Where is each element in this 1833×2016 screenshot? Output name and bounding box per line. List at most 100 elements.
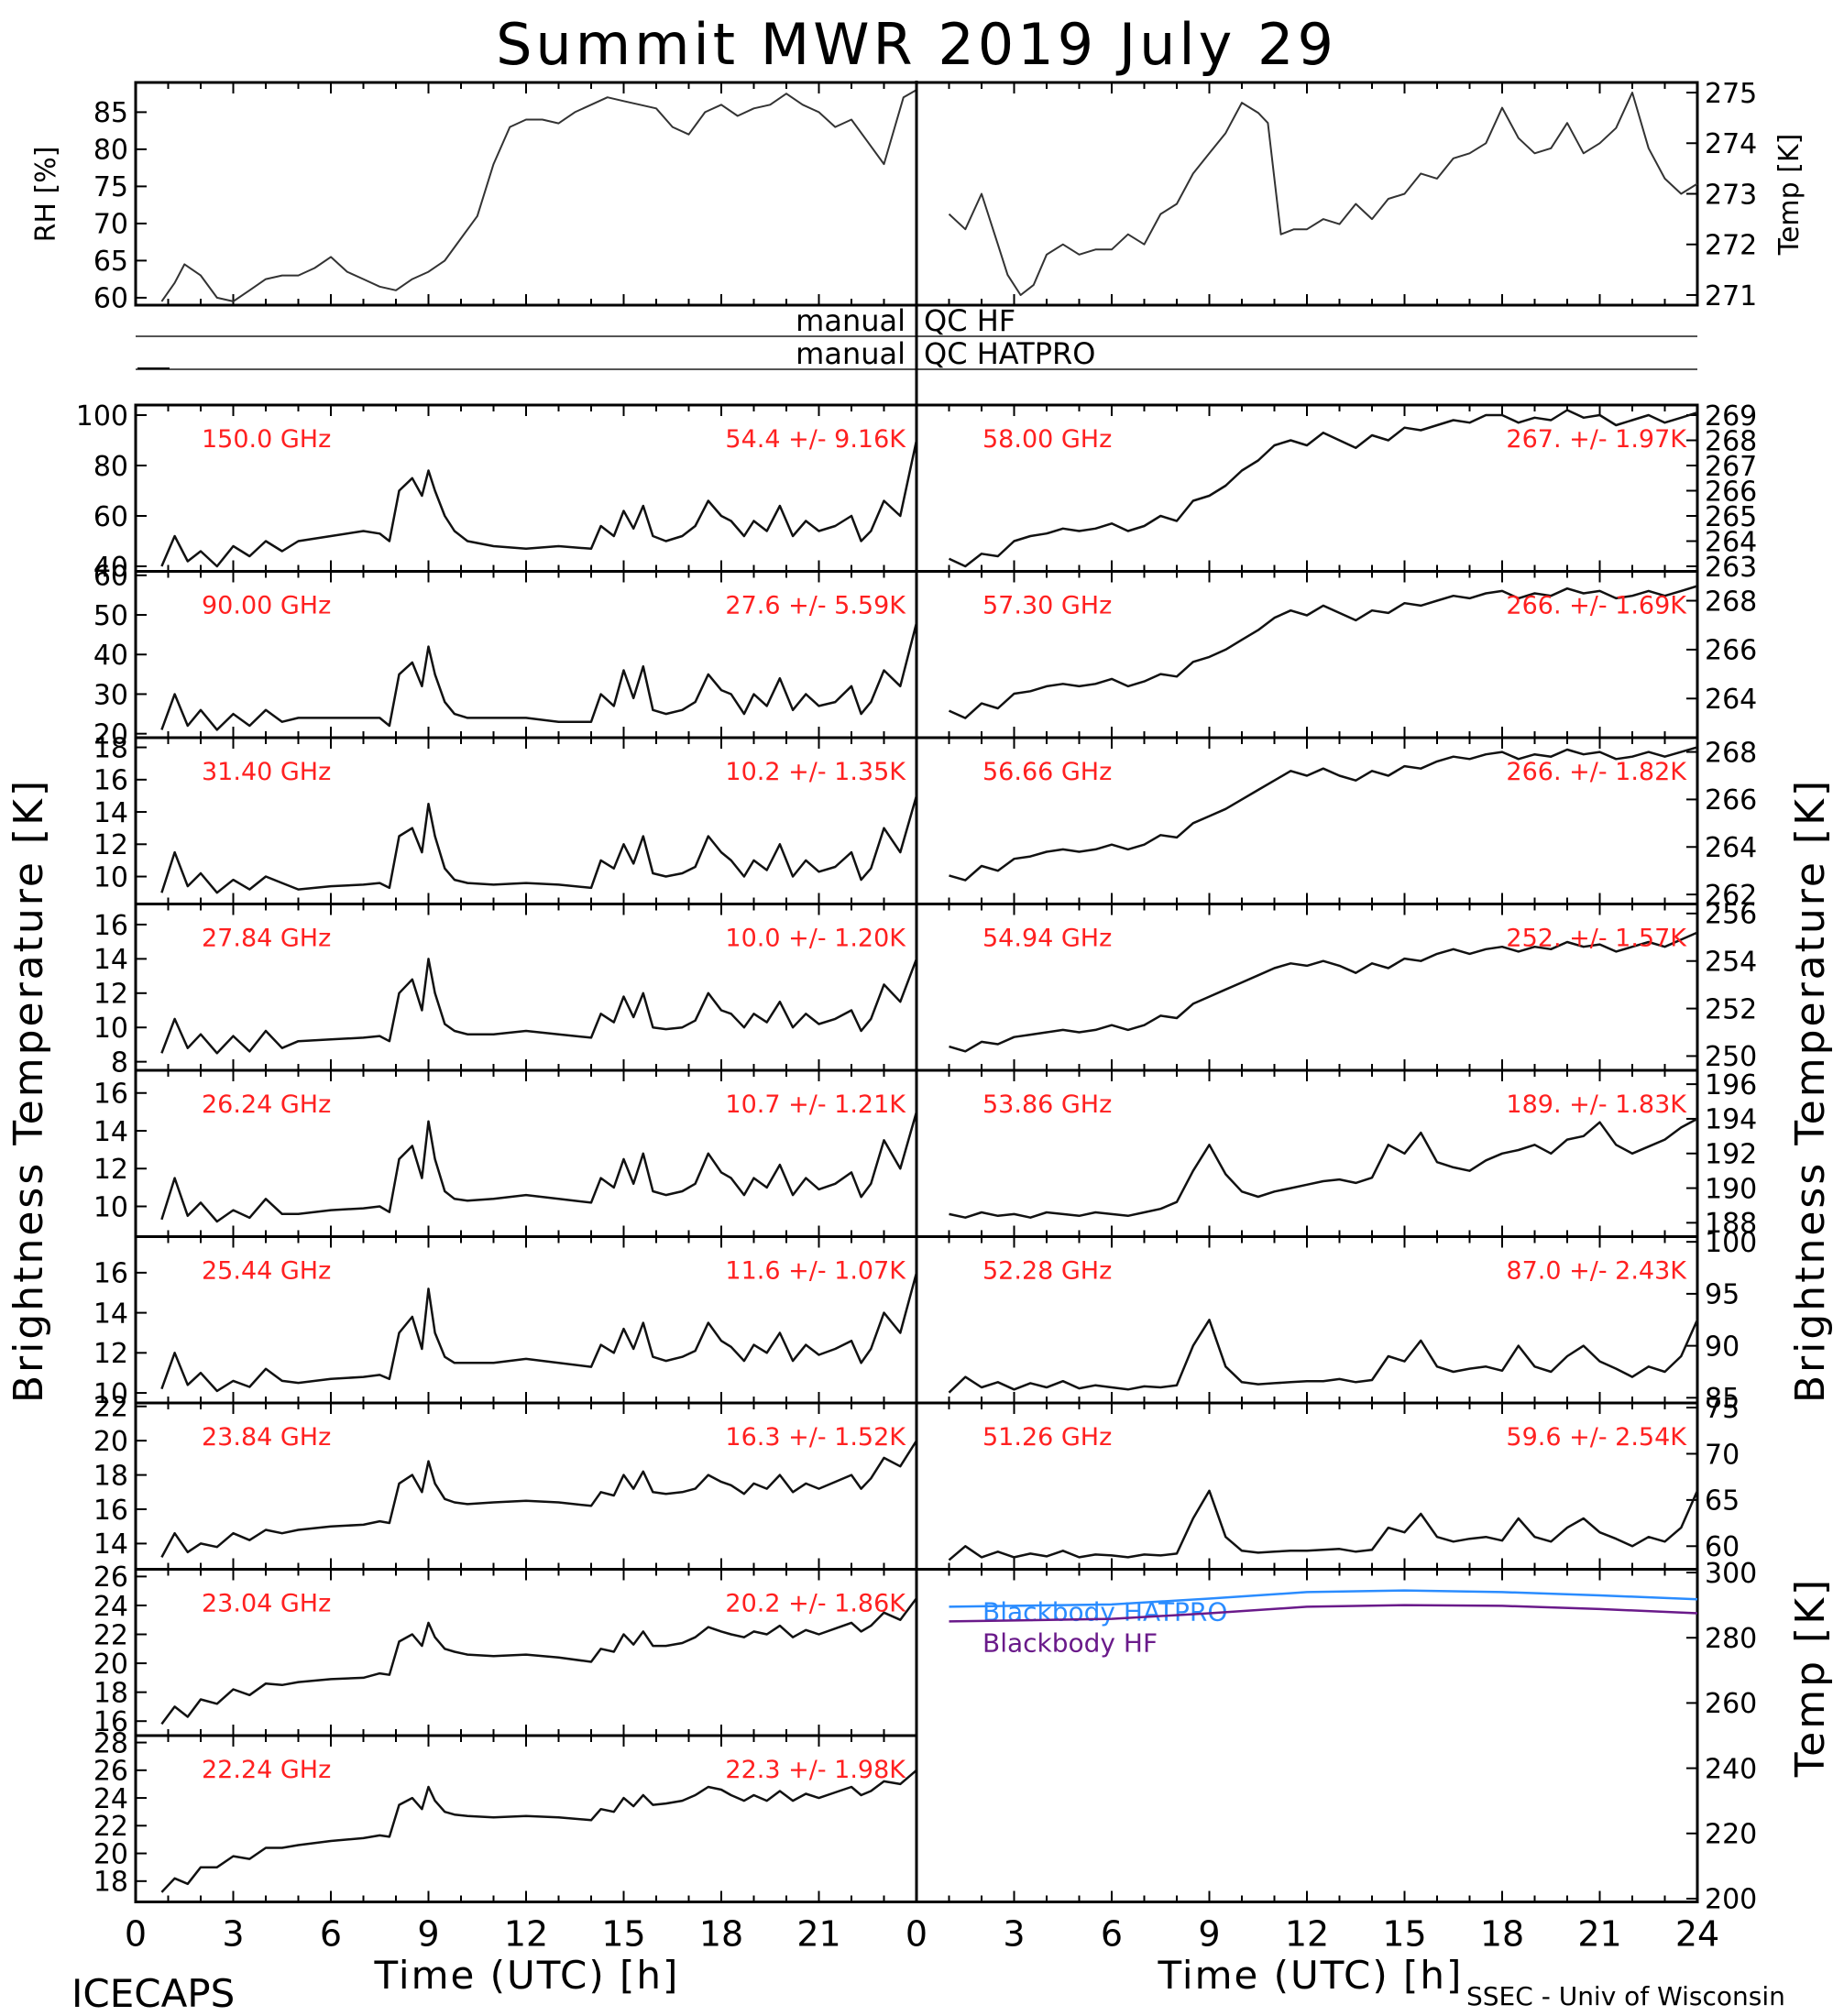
y-tick-label: 268 bbox=[1705, 425, 1757, 457]
bt-series bbox=[160, 958, 918, 1055]
y-tick-label: 194 bbox=[1705, 1104, 1757, 1136]
stat-label: 22.3 +/- 1.98K bbox=[725, 1756, 906, 1784]
y-tick-label: 14 bbox=[93, 944, 128, 976]
legend-entry: Blackbody HATPRO bbox=[982, 1597, 1227, 1627]
y-tick-label: 220 bbox=[1705, 1819, 1757, 1851]
y-tick-label: 14 bbox=[93, 1528, 128, 1561]
y-tick-label: 250 bbox=[1705, 1041, 1757, 1073]
y-tick-label: 60 bbox=[93, 501, 128, 533]
blackbody-series bbox=[949, 1604, 1698, 1623]
stat-label: 11.6 +/- 1.07K bbox=[725, 1257, 906, 1286]
y-tick-label: 20 bbox=[93, 718, 128, 751]
bt-panel: 20 30 40 50 60 90.00 GHz 27.6 +/- 5.59K bbox=[93, 561, 918, 751]
bt-panel: 85 90 95 100 52.28 GHz 87.0 +/- 2.43K bbox=[915, 1227, 1757, 1415]
stat-label: 266. +/- 1.82K bbox=[1506, 758, 1687, 786]
bt-panel: 60 65 70 75 51.26 GHz 59.6 +/- 2.54K bbox=[915, 1393, 1740, 1571]
xlabel-right: Time (UTC) [h] bbox=[1158, 1953, 1464, 1998]
bt-series bbox=[948, 409, 1698, 568]
bt-series bbox=[160, 1597, 917, 1726]
frequency-label: 53.86 GHz bbox=[982, 1090, 1112, 1119]
temp-series bbox=[948, 92, 1698, 296]
y-tick-label: 252 bbox=[1705, 993, 1757, 1025]
y-tick-label: 16 bbox=[93, 1495, 128, 1527]
bt-series bbox=[160, 1440, 918, 1558]
ylabel-blackbody: Temp [K] bbox=[1787, 1577, 1833, 1778]
y-tick-label: 24 bbox=[93, 1783, 128, 1815]
rh-series bbox=[160, 89, 917, 302]
x-tick-label: 21 bbox=[1577, 1914, 1621, 1955]
y-tick-label: 30 bbox=[93, 679, 128, 711]
frequency-label: 54.94 GHz bbox=[982, 925, 1112, 953]
y-tick-label: 14 bbox=[93, 797, 128, 829]
y-tick-label: 10 bbox=[93, 1378, 128, 1410]
stat-label: 20.2 +/- 1.86K bbox=[725, 1590, 906, 1618]
qc-row-label-left: manual bbox=[796, 336, 906, 371]
qc-row-label-right: QC HF bbox=[924, 303, 1015, 338]
x-tick-label: 12 bbox=[504, 1914, 548, 1955]
stat-label: 16.3 +/- 1.52K bbox=[725, 1423, 906, 1452]
y-tick-label: 254 bbox=[1705, 947, 1757, 979]
y-tick-label: 26 bbox=[93, 1756, 128, 1788]
x-tick-label: 15 bbox=[1382, 1914, 1426, 1955]
stat-label: 10.7 +/- 1.21K bbox=[725, 1090, 906, 1119]
y-tick-label: 70 bbox=[93, 209, 128, 241]
bt-series bbox=[949, 746, 1698, 882]
y-tick-label: 22 bbox=[93, 1811, 128, 1843]
y-tick-label: 263 bbox=[1705, 552, 1757, 584]
y-tick-label: 240 bbox=[1705, 1753, 1757, 1785]
y-tick-label: 60 bbox=[1705, 1531, 1740, 1563]
y-tick-label: 16 bbox=[93, 1258, 128, 1290]
bt-panel: 10 12 14 16 26.24 GHz 10.7 +/- 1.21K bbox=[93, 1068, 918, 1238]
y-tick-label: 16 bbox=[93, 1079, 128, 1111]
bt-series bbox=[160, 622, 918, 731]
bt-series bbox=[948, 1319, 1699, 1394]
y-tick-label: 264 bbox=[1705, 526, 1757, 558]
y-tick-label: 22 bbox=[93, 1619, 128, 1651]
y-tick-label: 50 bbox=[93, 600, 128, 632]
qc-row-label-right: QC HATPRO bbox=[924, 336, 1095, 371]
y-tick-label: 271 bbox=[1705, 280, 1757, 312]
y-tick-label: 80 bbox=[93, 135, 128, 167]
y-tick-label: 8 bbox=[111, 1046, 128, 1079]
bt-panel: 250 252 254 256 54.94 GHz 252. +/- 1.57K bbox=[915, 899, 1757, 1073]
y-tick-label: 266 bbox=[1705, 476, 1757, 508]
stat-label: 59.6 +/- 2.54K bbox=[1506, 1423, 1687, 1452]
y-tick-label: 12 bbox=[93, 979, 128, 1011]
bt-series bbox=[160, 795, 918, 894]
y-tick-label: 60 bbox=[93, 283, 128, 315]
bt-series bbox=[160, 1769, 917, 1893]
y-tick-label: 20 bbox=[93, 1426, 128, 1458]
legend-entry: Blackbody HF bbox=[982, 1628, 1158, 1659]
x-tick-label: 9 bbox=[417, 1914, 439, 1955]
bt-series bbox=[949, 931, 1698, 1053]
stat-label: 87.0 +/- 2.43K bbox=[1506, 1257, 1687, 1286]
y-tick-label: 16 bbox=[93, 910, 128, 942]
y-tick-label: 95 bbox=[1705, 1279, 1740, 1311]
y-tick-label: 12 bbox=[93, 1154, 128, 1186]
y-tick-label: 266 bbox=[1705, 635, 1757, 667]
y-tick-label: 256 bbox=[1705, 899, 1757, 931]
y-tick-label: 18 bbox=[93, 1867, 128, 1899]
y-tick-label: 274 bbox=[1705, 128, 1757, 160]
y-tick-label: 90 bbox=[1705, 1331, 1740, 1363]
y-tick-label: 100 bbox=[76, 400, 128, 433]
frequency-label: 58.00 GHz bbox=[982, 425, 1112, 454]
x-tick-label: 0 bbox=[125, 1914, 147, 1955]
frequency-label: 23.84 GHz bbox=[202, 1423, 331, 1452]
y-tick-label: 190 bbox=[1705, 1173, 1757, 1205]
bt-panel: 262 264 266 268 56.66 GHz 266. +/- 1.82K bbox=[915, 736, 1757, 912]
qc-row-label-left: manual bbox=[796, 303, 906, 338]
y-tick-label: 264 bbox=[1705, 684, 1757, 716]
y-tick-label: 267 bbox=[1705, 451, 1757, 483]
y-tick-label: 10 bbox=[93, 1191, 128, 1223]
x-tick-label: 9 bbox=[1198, 1914, 1220, 1955]
y-tick-label: 10 bbox=[93, 861, 128, 893]
x-tick-label: 18 bbox=[699, 1914, 743, 1955]
y-tick-label: 100 bbox=[1705, 1227, 1757, 1259]
y-tick-label: 80 bbox=[93, 451, 128, 483]
y-tick-label: 65 bbox=[1705, 1485, 1740, 1517]
y-tick-label: 268 bbox=[1705, 586, 1757, 618]
